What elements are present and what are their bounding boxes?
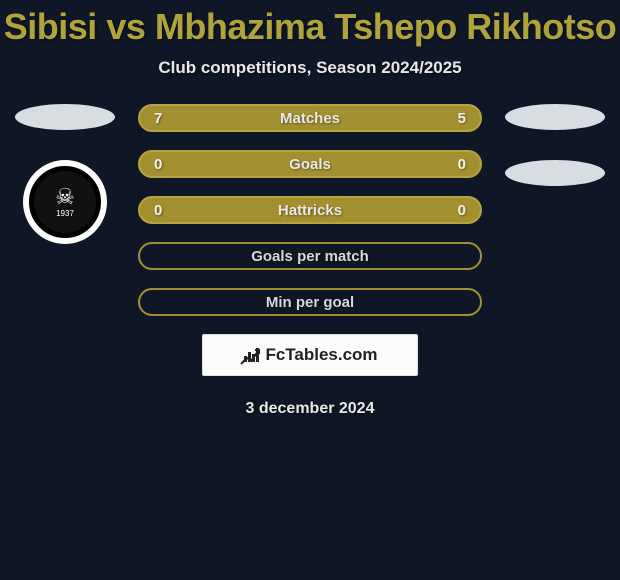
right-player-column [500,104,610,186]
left-player-photo-placeholder [15,104,115,130]
stat-row-min-per-goal: Min per goal [138,288,482,316]
stats-column: 7 Matches 5 0 Goals 0 0 Hattricks 0 Goal… [138,104,482,316]
stat-left-value: 0 [154,156,184,173]
stat-row-goals: 0 Goals 0 [138,150,482,178]
watermark-badge: FcTables.com [202,334,418,376]
trend-line-icon [239,346,261,368]
club-founding-year: 1937 [56,209,74,218]
right-player-photo-placeholder [505,104,605,130]
club-badge-inner: ☠ 1937 [34,171,96,233]
stat-left-value: 0 [154,202,184,219]
stat-row-goals-per-match: Goals per match [138,242,482,270]
bar-chart-icon [242,348,259,362]
skull-crossbones-icon: ☠ [55,186,75,208]
stat-left-value: 7 [154,110,184,127]
page-title: Sibisi vs Mbhazima Tshepo Rikhotso [0,0,620,48]
snapshot-date: 3 december 2024 [0,400,620,418]
stat-right-value: 0 [436,202,466,219]
left-player-column: ☠ 1937 [10,104,120,244]
stat-right-value: 5 [436,110,466,127]
stat-label: Goals [184,156,436,173]
stat-row-matches: 7 Matches 5 [138,104,482,132]
right-club-placeholder [505,160,605,186]
left-club-badge: ☠ 1937 [23,160,107,244]
stat-row-hattricks: 0 Hattricks 0 [138,196,482,224]
stat-label: Hattricks [184,202,436,219]
watermark-text: FcTables.com [265,345,377,365]
stat-label: Min per goal [154,294,466,311]
stat-label: Matches [184,110,436,127]
comparison-container: ☠ 1937 7 Matches 5 0 Goals 0 0 Hattricks… [0,104,620,316]
subtitle: Club competitions, Season 2024/2025 [0,58,620,78]
stat-label: Goals per match [154,248,466,265]
stat-right-value: 0 [436,156,466,173]
